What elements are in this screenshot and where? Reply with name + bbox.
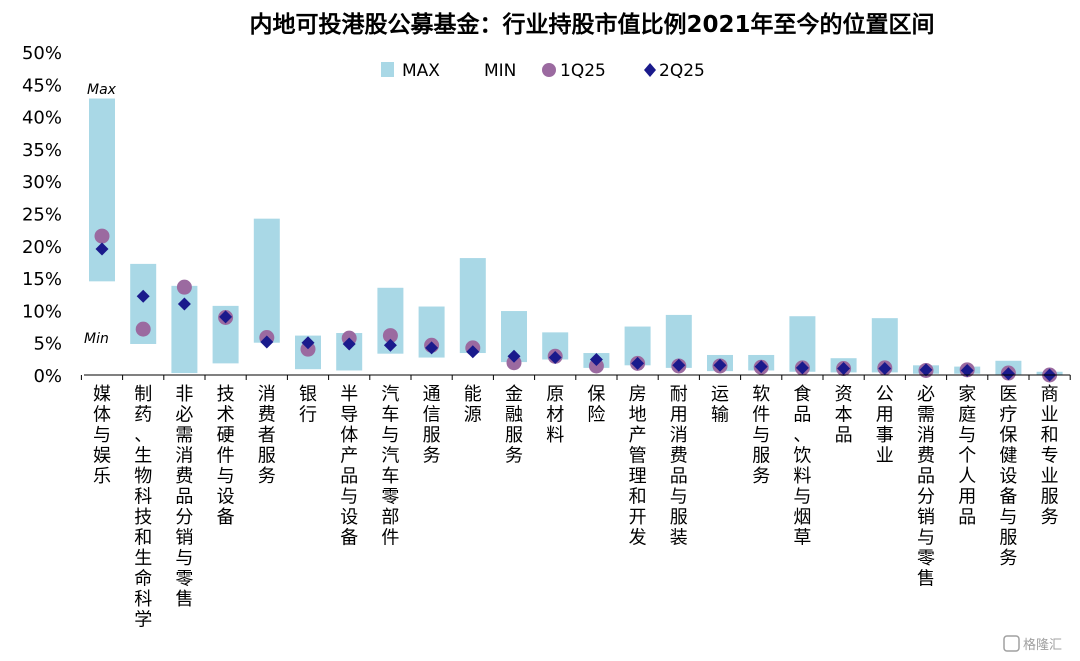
category-label: 能源 (464, 384, 482, 426)
marker-2q25 (1001, 367, 1015, 381)
category-label: 资本品 (835, 384, 853, 446)
category-label: 半导体产品与设备 (340, 384, 358, 549)
marker-1q25 (135, 321, 151, 337)
watermark-logo-icon (1003, 635, 1020, 652)
category-label: 食品、饮料与烟草 (793, 384, 811, 549)
marker-2q25 (466, 345, 480, 359)
marker-1q25 (94, 228, 110, 244)
y-axis: 50% 45% 40% 35% 30% 25% 20% 15% 10% 5% 0% (22, 43, 62, 387)
legend-min-label: MIN (484, 61, 516, 81)
category-label: 原材料 (546, 384, 564, 446)
marker-2q25 (795, 361, 809, 375)
y-tick-label: 40% (22, 108, 62, 129)
x-axis: 媒体与娱乐 制药、生物科技和生命科学 非必需消费品分销与零售 技术硬件与设备 消费者服务… (80, 374, 1071, 631)
marker-2q25 (301, 336, 315, 350)
y-tick-label: 0% (33, 366, 62, 387)
category-label: 公用事业 (876, 384, 894, 467)
marker-2q25 (754, 360, 768, 374)
category-label: 保险 (587, 384, 605, 426)
y-tick-label: 10% (22, 301, 62, 322)
marker-2q25 (260, 335, 274, 349)
category-label: 软件与服务 (752, 384, 770, 487)
marker-2q25 (631, 356, 645, 370)
category-label: 非必需消费品分销与零售 (175, 384, 193, 610)
y-tick-label: 25% (22, 205, 62, 226)
marker-2q25 (136, 289, 150, 303)
category-label: 制药、生物科技和生命科学 (134, 384, 152, 631)
y-tick-label: 5% (33, 334, 62, 355)
watermark: 格隆汇 (1003, 635, 1062, 653)
y-tick-label: 35% (22, 140, 62, 161)
category-label: 医疗保健设备与服务 (999, 384, 1017, 569)
category-label: 家庭与个人用品 (958, 384, 976, 528)
marker-2q25 (672, 358, 686, 372)
marker-2q25 (713, 358, 727, 372)
marker-2q25 (548, 351, 562, 365)
marker-2q25 (589, 352, 603, 366)
legend-2q25-label: 2Q25 (659, 61, 705, 81)
y-tick-label: 50% (22, 43, 62, 64)
min-annotation: Min (84, 331, 109, 347)
marker-2q25 (507, 349, 521, 363)
max-annotation: Max (87, 82, 117, 98)
range-bar (253, 218, 280, 343)
legend-1q25-label: 1Q25 (560, 61, 606, 81)
marker-2q25 (383, 338, 397, 352)
legend-max-label: MAX (402, 61, 440, 81)
category-label: 媒体与娱乐 (93, 384, 111, 487)
category-label: 运输 (711, 384, 729, 426)
marker-1q25 (176, 279, 192, 295)
marker-2q25 (342, 337, 356, 351)
legend-1q25-marker (542, 63, 556, 77)
category-label: 汽车与汽车零部件 (381, 384, 399, 549)
marker-2q25 (960, 363, 974, 377)
y-tick-label: 15% (22, 269, 62, 290)
legend-2q25-marker (644, 63, 656, 77)
marker-1q25 (382, 328, 398, 344)
y-tick-label: 45% (22, 75, 62, 96)
watermark-text: 格隆汇 (1023, 637, 1062, 653)
marker-2q25 (425, 341, 439, 355)
y-tick-label: 20% (22, 237, 62, 258)
category-label: 耐用消费品与服装 (670, 384, 688, 549)
marker-2q25 (219, 310, 233, 324)
category-label: 商业和专业服务 (1041, 384, 1059, 528)
chart-title: 内地可投港股公募基金：行业持股市值比例2021年至今的位置区间 (249, 11, 934, 38)
marker-2q25 (95, 242, 109, 256)
y-tick-label: 30% (22, 172, 62, 193)
markers (94, 228, 1058, 383)
category-label: 技术硬件与设备 (217, 384, 235, 528)
legend: MAX MIN 1Q25 2Q25 (381, 61, 705, 81)
category-label: 消费者服务 (258, 384, 276, 487)
category-label: 房地产管理和开发 (629, 384, 647, 549)
legend-max-swatch (381, 62, 394, 77)
category-label: 金融服务 (505, 384, 523, 467)
range-bars (89, 98, 1063, 375)
marker-2q25 (837, 362, 851, 376)
category-label: 银行 (299, 384, 317, 426)
category-label: 必需消费品分销与零售 (917, 384, 935, 590)
marker-2q25 (177, 297, 191, 311)
range-bar (459, 258, 486, 354)
category-label: 通信服务 (423, 384, 441, 467)
marker-2q25 (919, 363, 933, 377)
marker-2q25 (878, 362, 892, 376)
